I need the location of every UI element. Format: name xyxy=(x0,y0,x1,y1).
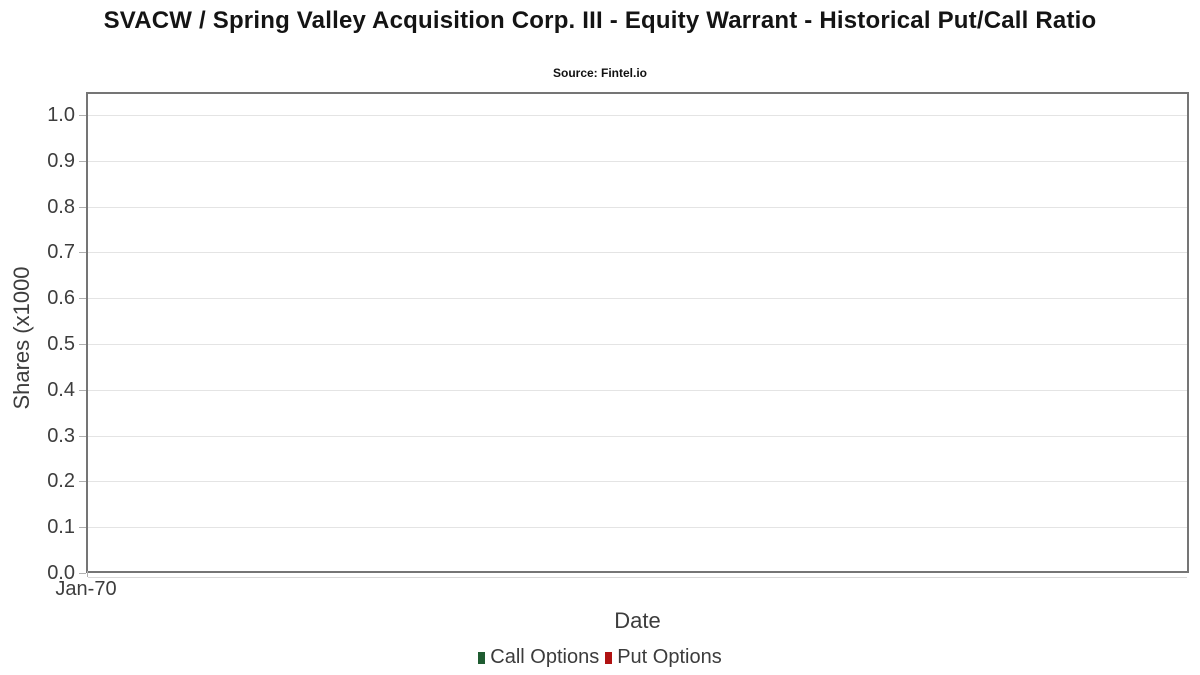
y-tick-mark xyxy=(79,527,86,528)
legend-label: Put Options xyxy=(617,646,722,668)
y-tick-label: 0.9 xyxy=(47,150,75,172)
gridline xyxy=(88,252,1187,253)
y-tick-label: 0.8 xyxy=(47,196,75,218)
x-axis-label: Date xyxy=(614,608,661,633)
y-tick-mark xyxy=(79,344,86,345)
y-tick-label: 0.6 xyxy=(47,287,75,309)
x-tick-mark xyxy=(87,571,88,577)
y-tick-label: 0.1 xyxy=(47,516,75,538)
y-tick-label: 0.2 xyxy=(47,470,75,492)
gridline xyxy=(88,207,1187,208)
x-axis-line xyxy=(88,577,1187,578)
gridline xyxy=(88,390,1187,391)
y-tick-label: 0.3 xyxy=(47,425,75,447)
gridline xyxy=(88,344,1187,345)
y-tick-label: 0.4 xyxy=(47,379,75,401)
legend: Call Options Put Options xyxy=(0,646,1200,669)
gridline xyxy=(88,436,1187,437)
y-tick-mark xyxy=(79,481,86,482)
filled-square-icon xyxy=(478,651,486,664)
chart-source: Source: Fintel.io xyxy=(552,66,647,80)
y-tick-mark xyxy=(79,207,86,208)
legend-label: Call Options xyxy=(490,646,600,668)
plot-area xyxy=(79,92,1189,578)
x-tick-label: Jan-70 xyxy=(55,578,117,600)
gridline xyxy=(88,298,1187,299)
chart-title: SVACW / Spring Valley Acquisition Corp. … xyxy=(103,7,1097,34)
y-tick-label: 0.7 xyxy=(47,241,75,263)
y-tick-mark xyxy=(79,573,86,574)
legend-item-put-options[interactable]: Put Options xyxy=(605,646,722,669)
gridline xyxy=(88,527,1187,528)
legend-item-call-options[interactable]: Call Options xyxy=(478,646,599,669)
y-tick-label: 1.0 xyxy=(47,104,75,126)
gridline xyxy=(88,481,1187,482)
y-tick-mark xyxy=(79,390,86,391)
y-tick-mark xyxy=(79,298,86,299)
y-tick-label: 0.5 xyxy=(47,333,75,355)
gridline xyxy=(88,115,1187,116)
y-tick-mark xyxy=(79,436,86,437)
gridline xyxy=(88,161,1187,162)
filled-square-icon xyxy=(605,651,613,664)
y-tick-label: 0.0 xyxy=(47,562,75,584)
y-tick-mark xyxy=(79,252,86,253)
y-tick-mark xyxy=(79,161,86,162)
y-tick-mark xyxy=(79,115,86,116)
